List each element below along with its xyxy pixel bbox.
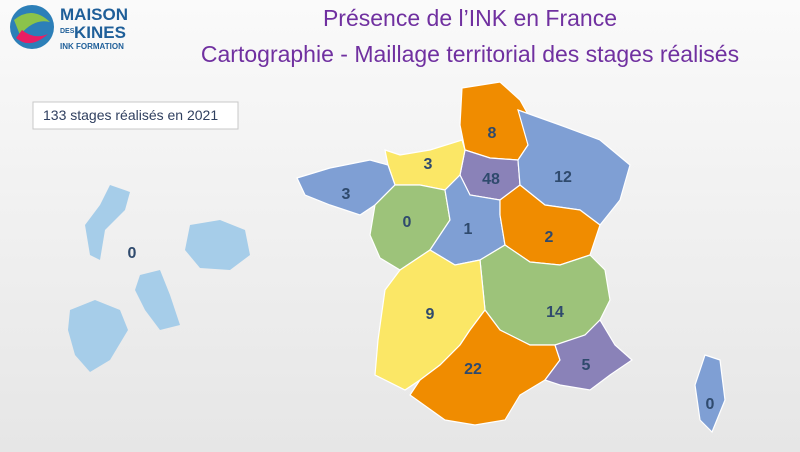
logo: MAISON DES KINES INK FORMATION — [10, 5, 128, 51]
region-value: 2 — [545, 229, 554, 246]
region-value: 1 — [464, 221, 473, 238]
logo-text: DES — [60, 28, 75, 35]
overseas-island — [68, 300, 128, 372]
region — [694, 354, 726, 434]
logo-text: KINES — [74, 23, 126, 42]
logo-swoosh — [14, 12, 50, 35]
region-value: 0 — [706, 396, 715, 413]
region-value: 12 — [554, 169, 572, 186]
map — [68, 81, 726, 434]
region-value: 0 — [128, 245, 137, 262]
logo-text: MAISON — [60, 5, 128, 24]
overseas-island — [185, 220, 250, 270]
region-value: 48 — [482, 171, 500, 188]
region-value: 9 — [426, 306, 435, 323]
region — [409, 309, 561, 426]
subtitle: Cartographie - Maillage territorial des … — [201, 41, 739, 67]
region-value: 5 — [582, 357, 591, 374]
region-value: 14 — [546, 304, 564, 321]
region-value: 0 — [403, 214, 412, 231]
region-value: 3 — [342, 186, 351, 203]
logo-swoosh — [16, 30, 48, 44]
region-value: 8 — [488, 125, 497, 142]
title: Présence de l’INK en France — [323, 5, 617, 31]
summary-box — [32, 101, 239, 130]
logo-subtext: INK FORMATION — [60, 42, 124, 51]
overseas-island — [85, 185, 130, 260]
region-value: 22 — [464, 361, 482, 378]
region-value: 3 — [424, 156, 433, 173]
summary: 133 stages réalisés en 2021 — [43, 107, 218, 123]
region — [544, 319, 633, 391]
overseas-island — [135, 270, 180, 330]
